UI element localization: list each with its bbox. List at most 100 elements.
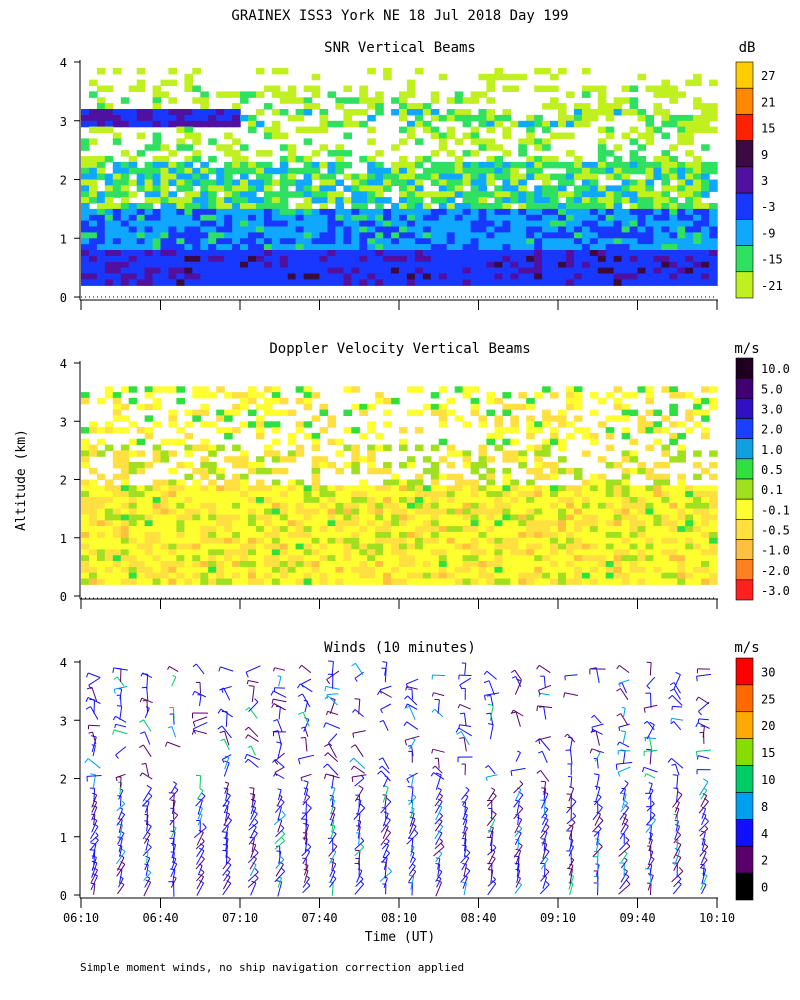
doppler-cell bbox=[613, 555, 623, 562]
doppler-cell bbox=[637, 491, 647, 498]
doppler-cell bbox=[311, 392, 321, 399]
doppler-cell bbox=[359, 403, 368, 411]
snr-cell bbox=[399, 261, 408, 269]
snr-cell bbox=[677, 261, 686, 269]
doppler-cell bbox=[478, 561, 488, 568]
doppler-cell bbox=[446, 566, 456, 574]
doppler-cell bbox=[486, 409, 495, 416]
snr-cell bbox=[566, 244, 575, 251]
doppler-cell bbox=[295, 479, 305, 486]
doppler-cell bbox=[255, 514, 265, 521]
snr-cell bbox=[597, 167, 607, 175]
snr-cell bbox=[208, 203, 217, 210]
snr-cell bbox=[470, 138, 480, 145]
wind-barb bbox=[383, 777, 389, 788]
doppler-cell bbox=[279, 555, 289, 562]
snr-cell bbox=[685, 208, 694, 216]
doppler-cell bbox=[224, 497, 233, 504]
snr-cell bbox=[534, 67, 543, 75]
wind-barb bbox=[380, 801, 392, 814]
snr-cell bbox=[176, 167, 185, 175]
wind-barb-flag bbox=[432, 765, 436, 769]
snr-cell bbox=[685, 179, 694, 186]
snr-cell bbox=[526, 238, 535, 245]
snr-cell bbox=[343, 197, 352, 204]
snr-cell bbox=[629, 167, 639, 175]
doppler-cell bbox=[526, 485, 535, 492]
snr-cell bbox=[359, 185, 368, 192]
snr-cell bbox=[248, 232, 257, 239]
wind-barb bbox=[146, 687, 149, 702]
doppler-cell bbox=[104, 491, 114, 498]
doppler-cell bbox=[144, 526, 154, 533]
snr-cell bbox=[351, 267, 360, 275]
doppler-cell bbox=[367, 403, 376, 411]
doppler-cell bbox=[311, 479, 321, 486]
doppler-cell bbox=[327, 415, 337, 422]
snr-cell bbox=[176, 220, 185, 228]
doppler-cell bbox=[414, 497, 424, 504]
snr-cell bbox=[208, 167, 217, 175]
wind-barb bbox=[300, 773, 312, 779]
doppler-cell bbox=[430, 566, 440, 574]
snr-cell bbox=[168, 67, 177, 75]
wind-barb-flag bbox=[202, 822, 207, 828]
doppler-cell bbox=[89, 572, 98, 580]
snr-cell bbox=[510, 120, 519, 128]
wind-barb bbox=[329, 788, 336, 802]
doppler-cell bbox=[359, 479, 368, 486]
snr-cell bbox=[375, 250, 384, 257]
snr-cell bbox=[510, 161, 519, 169]
doppler-cell bbox=[104, 555, 114, 562]
wind-barb-flag bbox=[248, 685, 255, 687]
snr-cell bbox=[573, 226, 583, 233]
snr-cell bbox=[176, 109, 185, 116]
y-tick-label: 1 bbox=[60, 232, 67, 246]
doppler-cell bbox=[677, 473, 686, 481]
doppler-cell bbox=[653, 427, 662, 434]
snr-cell bbox=[605, 132, 615, 139]
doppler-cell bbox=[81, 491, 90, 498]
snr-cell bbox=[605, 185, 615, 192]
snr-cell bbox=[446, 185, 456, 192]
doppler-cell bbox=[216, 566, 225, 574]
wind-barb bbox=[145, 763, 150, 777]
snr-cell bbox=[391, 97, 400, 104]
snr-cell bbox=[104, 208, 114, 216]
snr-cell bbox=[81, 109, 90, 116]
snr-cell bbox=[446, 255, 456, 263]
doppler-cell bbox=[295, 485, 305, 492]
snr-cell bbox=[216, 167, 225, 175]
doppler-cell bbox=[534, 491, 543, 498]
snr-cell bbox=[240, 220, 249, 228]
snr-cell bbox=[240, 91, 249, 98]
doppler-cell bbox=[693, 514, 702, 521]
snr-cell bbox=[263, 273, 273, 280]
snr-cell bbox=[470, 167, 480, 175]
snr-cell bbox=[248, 261, 257, 269]
doppler-cell bbox=[311, 432, 321, 440]
snr-cell bbox=[255, 267, 265, 275]
snr-cell bbox=[192, 138, 201, 145]
wind-barb bbox=[119, 689, 123, 700]
doppler-cell bbox=[176, 386, 185, 393]
doppler-cell bbox=[192, 526, 201, 533]
doppler-cell bbox=[335, 514, 344, 521]
wind-barb bbox=[437, 864, 441, 877]
snr-cell bbox=[89, 191, 98, 198]
snr-cell bbox=[232, 179, 241, 186]
doppler-cell bbox=[677, 514, 686, 521]
wind-barb-flag bbox=[330, 786, 336, 789]
snr-cell bbox=[81, 114, 90, 122]
snr-cell bbox=[287, 220, 297, 228]
wind-barb bbox=[249, 858, 257, 870]
doppler-cell bbox=[311, 508, 321, 515]
doppler-cell bbox=[136, 537, 146, 545]
doppler-cell bbox=[518, 508, 527, 515]
doppler-cell bbox=[709, 566, 718, 574]
snr-cell bbox=[462, 120, 472, 128]
doppler-cell bbox=[454, 572, 464, 580]
snr-cell bbox=[232, 232, 241, 239]
doppler-cell bbox=[566, 578, 575, 585]
snr-cell bbox=[200, 226, 209, 233]
